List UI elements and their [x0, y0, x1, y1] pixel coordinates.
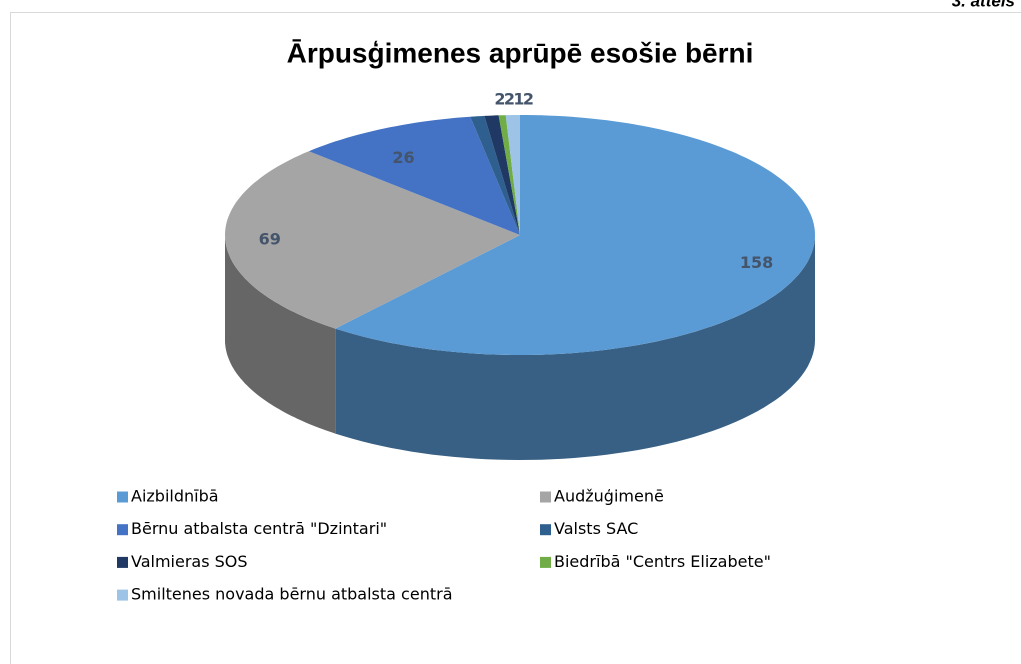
data-label: 2 [494, 90, 505, 109]
page-label: 3. attēls [952, 0, 1015, 10]
pie-side [225, 235, 336, 434]
chart-title: Ārpusģimenes aprūpē esošie bērni [287, 37, 754, 68]
data-label: 69 [259, 230, 281, 249]
pie-slice [335, 115, 815, 355]
legend-swatch [117, 524, 128, 536]
data-label: 2 [523, 90, 534, 109]
legend-swatch [117, 556, 128, 568]
legend-label: Biedrībā "Centrs Elizabete" [554, 552, 771, 571]
data-label: 26 [392, 148, 414, 167]
legend-label: Bērnu atbalsta centrā "Dzintari" [131, 519, 387, 538]
data-label: 1 [513, 90, 524, 109]
legend-swatch [540, 524, 551, 536]
legend-label: Audžuģimenē [554, 487, 664, 506]
legend-label: Smiltenes novada bērnu atbalsta centrā [131, 585, 453, 604]
pie-slice [308, 116, 520, 235]
pie-slice [470, 115, 520, 235]
legend-swatch [117, 491, 128, 503]
data-label: 158 [740, 253, 773, 272]
legend-label: Valsts SAC [554, 519, 638, 538]
legend-label: Valmieras SOS [131, 552, 248, 571]
pie-slice [505, 115, 520, 235]
pie-slice [225, 151, 520, 329]
legend-label: Aizbildnībā [131, 487, 219, 506]
pie-slice [498, 115, 520, 235]
legend-swatch [540, 556, 551, 568]
legend-swatch [540, 491, 551, 503]
pie-side [335, 235, 815, 460]
pie-slice [484, 115, 520, 235]
chart-frame [10, 12, 1021, 664]
data-label: 2 [504, 90, 515, 109]
legend-swatch [117, 589, 128, 601]
